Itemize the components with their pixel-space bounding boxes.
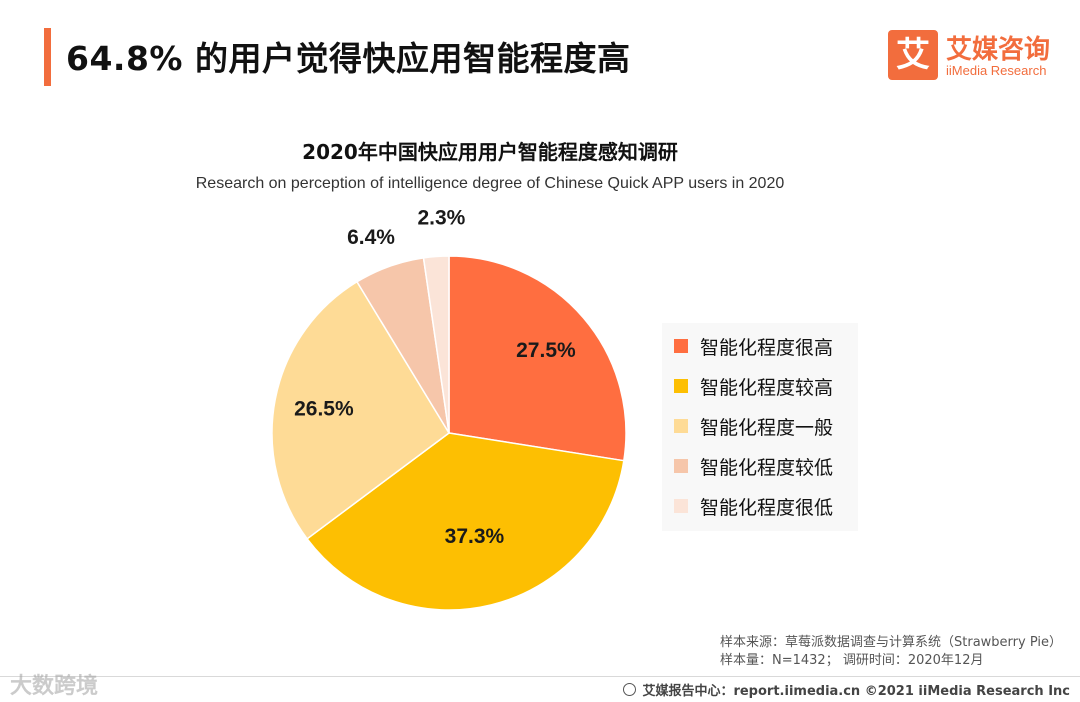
pie-data-label: 2.3% [417,207,465,230]
pie-data-label: 37.3% [445,525,505,548]
pie-data-label: 27.5% [516,339,576,362]
logo-mark-icon: 艾 [888,30,938,80]
legend-swatch [674,459,688,473]
globe-icon [623,683,637,696]
legend-swatch [674,419,688,433]
title-accent-bar [44,28,51,86]
pie-data-label: 6.4% [347,226,395,249]
legend-item: 智能化程度很低 [674,491,833,521]
footer: 艾媒报告中心：report.iimedia.cn ©2021 iiMedia R… [623,680,1070,699]
legend-item: 智能化程度一般 [674,411,833,441]
chart-legend: 智能化程度很高 智能化程度较高 智能化程度一般 智能化程度较低 智能化程度很低 [662,323,858,531]
source-note: 样本来源：草莓派数据调查与计算系统（Strawberry Pie） 样本量：N=… [720,634,1062,670]
pie-data-label: 26.5% [294,398,354,421]
chart-title: 2020年中国快应用用户智能程度感知调研 [302,140,678,164]
legend-swatch [674,379,688,393]
pie-slice [448,255,627,462]
legend-item: 智能化程度很高 [674,331,833,361]
logo-name-cn: 艾媒咨询 [946,35,1051,65]
footer-divider [0,676,1080,677]
legend-item: 智能化程度较低 [674,451,833,481]
source-line-size: 样本量：N=1432； 调研时间：2020年12月 [720,653,984,668]
legend-swatch [674,499,688,513]
legend-item: 智能化程度较高 [674,371,833,401]
page-title: 64.8% 的用户觉得快应用智能程度高 [66,39,631,78]
pie-slice [271,280,450,540]
legend-label: 智能化程度较低 [700,456,834,479]
legend-label: 智能化程度很高 [700,336,834,359]
watermark: 大数跨境 [10,674,99,699]
legend-swatch [674,339,688,353]
source-line-sample: 样本来源：草莓派数据调查与计算系统（Strawberry Pie） [720,635,1062,650]
logo-name-en: iiMedia Research [946,63,1047,78]
legend-label: 智能化程度一般 [700,416,834,439]
pie-slice [306,432,625,611]
iimedia-logo: 艾 艾媒咨询 iiMedia Research [888,30,1066,84]
pie-slice [422,255,450,434]
legend-label: 智能化程度较高 [700,376,834,399]
chart-subtitle: Research on perception of intelligence d… [195,175,785,192]
legend-label: 智能化程度很低 [700,496,834,519]
footer-text: 艾媒报告中心：report.iimedia.cn ©2021 iiMedia R… [642,684,1070,699]
